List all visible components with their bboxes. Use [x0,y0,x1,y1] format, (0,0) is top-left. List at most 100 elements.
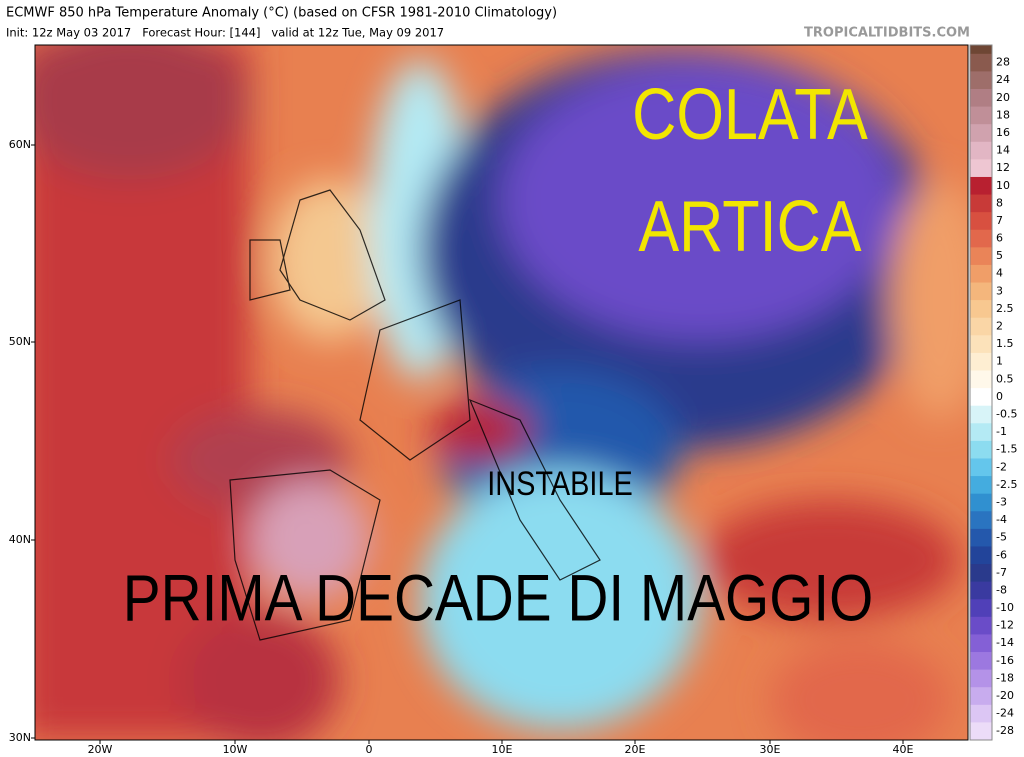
colorbar-label: -1.5 [996,443,1017,456]
colorbar-cell [970,476,992,495]
colorbar-label: 2.5 [996,302,1014,315]
colorbar-cell [970,352,992,372]
colorbar-cell [970,282,992,301]
lon-label: 20W [88,743,113,756]
colorbar-label: -7 [996,566,1007,579]
colorbar-label: -1 [996,425,1007,438]
colorbar-label: -16 [996,654,1014,667]
colorbar-label: 20 [996,91,1010,104]
subtitle: Init: 12z May 03 2017 Forecast Hour: [14… [6,26,444,40]
lon-label: 10W [223,743,248,756]
colorbar-label: 6 [996,232,1003,245]
lon-label: 40E [893,743,914,756]
lat-label: 50N [9,335,31,348]
colorbar-cell [970,388,992,407]
lat-label: 40N [9,533,31,546]
colorbar-cell [970,669,992,688]
overlay-text: INSTABILE [487,464,633,503]
colorbar-label: 8 [996,196,1003,209]
colorbar-cell [970,722,992,741]
lat-label: 60N [9,138,31,151]
colorbar-label: 5 [996,249,1003,262]
colorbar-cell [970,511,992,530]
colorbar-cell [970,370,992,389]
colorbar-cell [970,176,992,196]
colorbar-label: -28 [996,724,1014,737]
colorbar-label: 3 [996,284,1003,297]
colorbar-cell [970,423,992,442]
title: ECMWF 850 hPa Temperature Anomaly (°C) (… [6,6,557,21]
lon-label: 0 [366,743,373,756]
colorbar-cell [970,212,992,231]
colorbar-label: 10 [996,179,1010,192]
colorbar-label: -5 [996,531,1007,544]
overlays: COLATA ARTICA INSTABILE PRIMA DECADE DI … [123,75,874,635]
colorbar-cell [970,300,992,319]
colorbar-label: -18 [996,671,1014,684]
colorbar-cell [970,317,992,336]
colorbar-label: 1 [996,355,1003,368]
colorbar-cell [970,634,992,653]
colorbar-label: -20 [996,689,1014,702]
colorbar-label: 16 [996,126,1010,139]
colorbar-label: -4 [996,513,1007,526]
overlay-text: PRIMA DECADE DI MAGGIO [123,561,874,635]
lon-label: 10E [492,743,513,756]
colorbar-label: -2 [996,460,1007,473]
colorbar-label: 0 [996,390,1003,403]
colorbar-cell [970,141,992,160]
overlay-text: ARTICA [638,187,862,267]
colorbar-cell [970,229,992,248]
colorbar-cell [970,194,992,213]
colorbar-cell [970,247,992,266]
colorbar-cell [970,599,992,618]
colorbar-cell [970,124,992,143]
colorbar-cell [970,687,992,706]
colorbar-cell [970,335,992,354]
colorbar-label: 0.5 [996,372,1014,385]
colorbar-cell [970,440,992,459]
colorbar-label: 12 [996,161,1010,174]
colorbar-cell [970,71,992,90]
colorbar-cell [970,88,992,108]
colorbar-label: 1.5 [996,337,1014,350]
colorbar-cell [970,704,992,723]
colorbar-cell [970,564,992,583]
lon-label: 30E [760,743,781,756]
overlay-text: COLATA [632,75,868,155]
colorbar-label: -3 [996,495,1007,508]
colorbar-cell [970,528,992,547]
colorbar-cell [970,493,992,512]
colorbar-cell [970,581,992,600]
colorbar-label: -14 [996,636,1014,649]
colorbar-cell [970,106,992,125]
colorbar-cell [970,616,992,635]
colorbar-cell [970,546,992,565]
colorbar-label: 18 [996,108,1010,121]
colorbar-label: 14 [996,144,1010,157]
colorbar-cell [970,405,992,424]
colorbar-label: 4 [996,267,1003,280]
colorbar-label: -2.5 [996,478,1017,491]
colorbar-frame [969,44,993,741]
colorbar-label: -0.5 [996,407,1017,420]
colorbar-label: 24 [996,73,1010,86]
map [35,45,968,740]
lon-label: 20E [625,743,646,756]
colorbar-cell [970,652,992,671]
colorbar-label: -24 [996,707,1014,720]
colorbar-cell [970,159,992,178]
colorbar-label: 2 [996,320,1003,333]
colorbar-label: -8 [996,583,1007,596]
colorbar-label: -12 [996,619,1014,632]
colorbar-label: -6 [996,548,1007,561]
lat-label: 30N [9,731,31,744]
colorbar-cell [970,264,992,284]
colorbar-label: 28 [996,56,1010,69]
colorbar-cell [970,458,992,477]
colorbar-cell [970,53,992,72]
colorbar-label: 7 [996,214,1003,227]
watermark: TROPICALTIDBITS.COM [804,26,970,41]
colorbar-label: -10 [996,601,1014,614]
